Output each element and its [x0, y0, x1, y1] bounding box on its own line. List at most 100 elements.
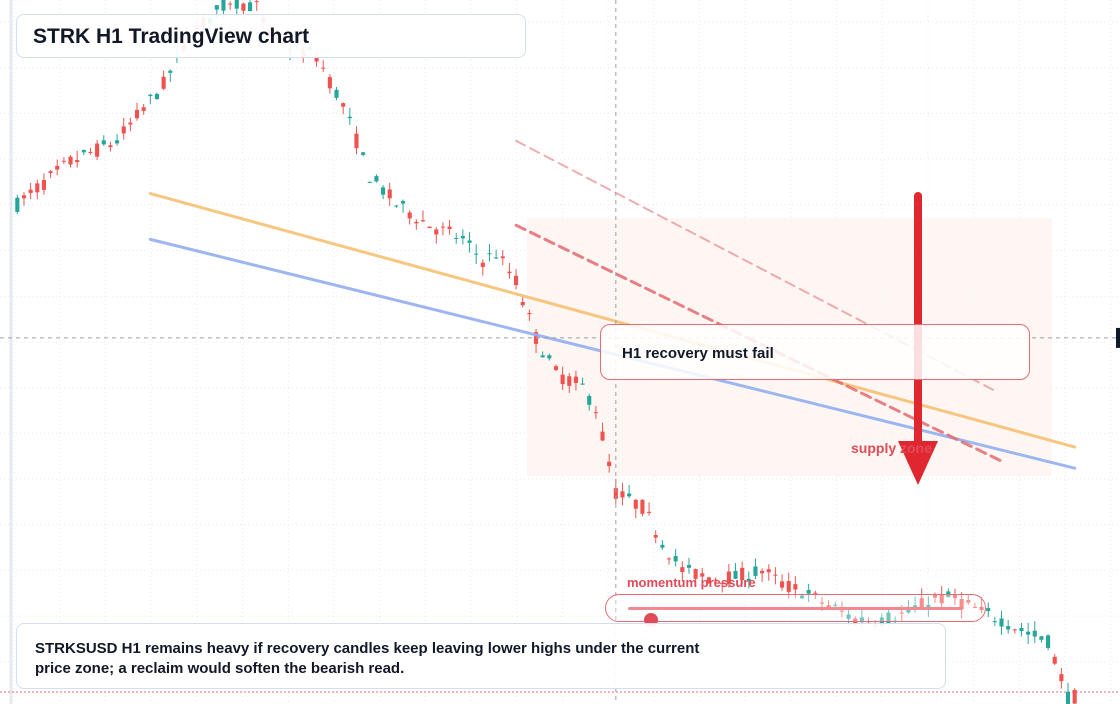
candle-body	[746, 578, 751, 581]
candle-body	[567, 376, 572, 386]
candle-body	[314, 57, 319, 62]
candle-body	[647, 511, 652, 513]
candle-body	[986, 608, 991, 612]
candle-body	[819, 602, 825, 604]
candle-body	[148, 94, 153, 97]
candle-body	[952, 594, 958, 599]
candle-body	[514, 275, 519, 286]
candle-body	[480, 262, 485, 267]
candle-body	[447, 226, 452, 230]
momentum-label: momentum pressure	[627, 575, 756, 590]
candle-body	[846, 614, 851, 619]
candle-body	[753, 566, 758, 576]
candle-body	[454, 237, 459, 239]
candle-body	[88, 151, 93, 153]
candle-body	[494, 257, 499, 259]
candle-body	[713, 579, 718, 581]
candle-body	[540, 355, 545, 358]
candle-body	[919, 598, 924, 609]
candle-body	[241, 3, 246, 11]
candle-body	[1019, 627, 1024, 632]
candle-body	[327, 77, 332, 89]
candle-body	[680, 567, 685, 572]
candle-body	[95, 143, 100, 157]
candle-body	[35, 183, 40, 193]
candle-body	[913, 605, 918, 608]
candle-body	[128, 122, 133, 125]
candle-body	[367, 182, 372, 184]
candle-body	[1052, 656, 1057, 664]
candle-body	[999, 618, 1004, 627]
candle-body	[600, 431, 605, 441]
candle-body	[228, 3, 233, 5]
candle-body	[400, 201, 406, 204]
candle-body	[726, 571, 731, 585]
note-box: STRKSUSD H1 remains heavy if recovery ca…	[16, 623, 946, 689]
candle-body	[700, 573, 705, 577]
candle-body	[381, 187, 386, 195]
candle-body	[414, 221, 419, 224]
analysis-note: STRKSUSD H1 remains heavy if recovery ca…	[35, 640, 700, 677]
candle-body	[966, 600, 971, 603]
candle-body	[474, 253, 479, 255]
supply-zone-label: supply zone	[851, 440, 932, 456]
crosshair-price-tag	[1116, 327, 1120, 348]
candle-body	[141, 107, 146, 111]
candle-body	[161, 76, 166, 89]
candle-body	[613, 488, 618, 499]
candle-body	[254, 1, 259, 3]
candle-body	[547, 355, 552, 359]
candle-body	[214, 5, 219, 10]
candle-body	[75, 160, 80, 163]
candle-body	[1006, 626, 1011, 630]
candle-body	[41, 179, 46, 190]
candle-body	[1026, 631, 1031, 635]
candle-body	[527, 312, 532, 315]
candle-body	[407, 212, 412, 219]
candle-body	[886, 612, 891, 624]
candle-body	[560, 374, 565, 385]
candle-body	[633, 499, 638, 509]
candle-body	[28, 189, 33, 193]
candle-body	[487, 253, 492, 255]
candle-body	[766, 569, 771, 573]
candle-body	[793, 584, 798, 590]
candle-body	[686, 564, 692, 568]
candle-body	[440, 226, 445, 228]
candle-body	[168, 70, 173, 73]
candle-body	[786, 581, 791, 592]
candle-body	[101, 140, 106, 145]
candle-body	[573, 376, 578, 383]
candle-body	[1032, 630, 1037, 637]
candle-body	[81, 150, 86, 153]
arrow-head	[898, 441, 938, 485]
candle-body	[666, 558, 672, 560]
candle-body	[467, 240, 472, 243]
candle-body	[134, 109, 140, 119]
candle-body	[780, 581, 785, 588]
candle-body	[108, 145, 113, 148]
candle-body	[361, 152, 366, 155]
momentum-bar	[628, 607, 963, 627]
callout-text: H1 recovery must fail	[622, 345, 774, 362]
candle-body	[826, 605, 831, 608]
candle-body	[593, 412, 598, 414]
candle-body	[1012, 629, 1017, 631]
candle-body	[553, 366, 559, 371]
candle-body	[773, 574, 778, 576]
candle-body	[48, 171, 53, 173]
candle-body	[640, 499, 645, 514]
candle-body	[500, 256, 505, 259]
candle-body	[627, 493, 632, 497]
candle-body	[520, 301, 525, 306]
candle-body	[347, 116, 352, 119]
title-box: STRK H1 TradingView chart	[16, 14, 526, 58]
candle-body	[740, 567, 745, 581]
candle-body	[959, 599, 964, 609]
candle-body	[434, 229, 439, 235]
candle-body	[15, 197, 20, 212]
candle-body	[939, 594, 944, 604]
candle-body	[693, 569, 698, 579]
candle-body	[21, 195, 27, 199]
candle-body	[68, 156, 73, 165]
